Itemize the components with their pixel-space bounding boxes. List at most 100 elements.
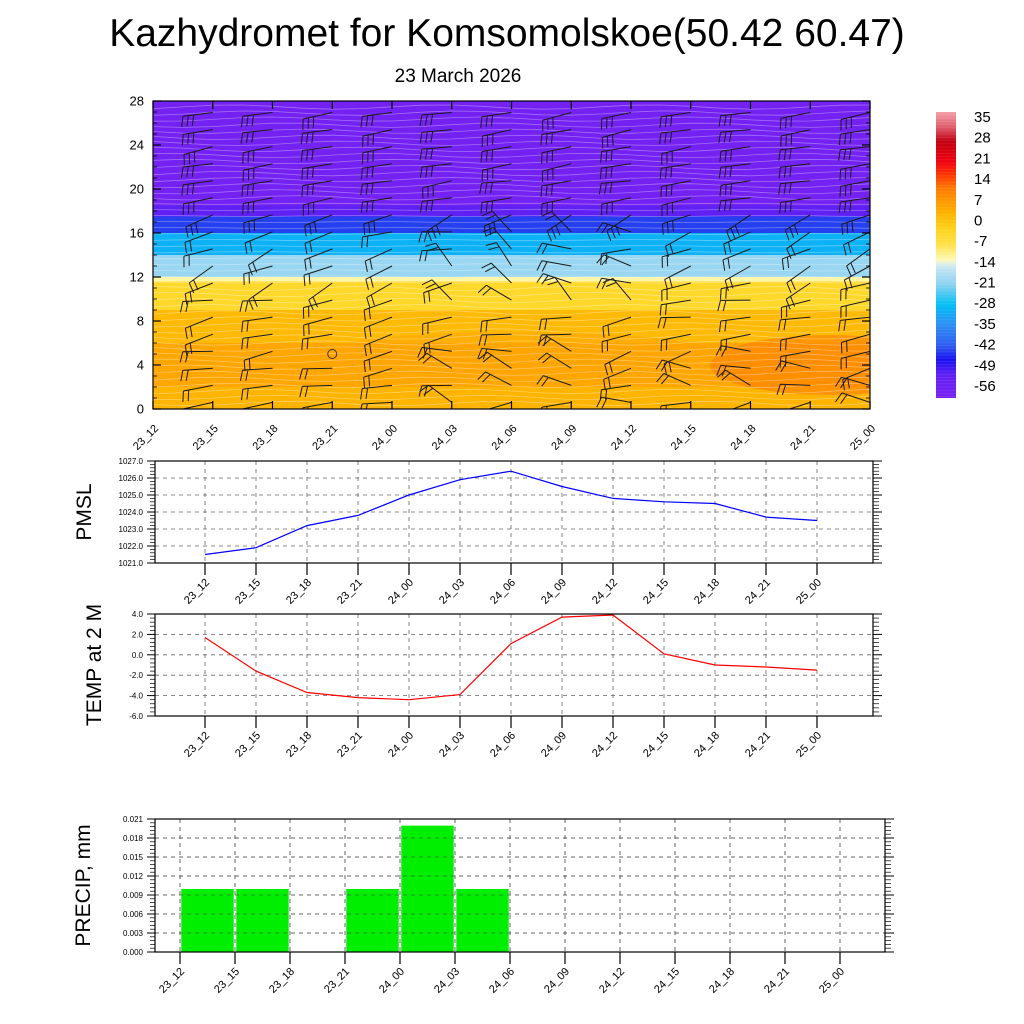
wind-barb [787, 401, 811, 409]
wind-barb [478, 333, 512, 346]
wind-barb [153, 248, 154, 250]
x-tick-label: 23_18 [284, 577, 314, 607]
contour-line [153, 257, 870, 260]
colorbar-label: -21 [974, 275, 996, 292]
contour-line [153, 202, 870, 205]
contour-line [153, 275, 870, 278]
x-tick-label: 24_12 [597, 966, 627, 996]
wind-barb [183, 401, 213, 409]
precip-bar [235, 888, 290, 953]
wind-barb [153, 334, 154, 335]
x-tick-label: 24_21 [743, 730, 773, 760]
wind-barb [421, 279, 453, 301]
colorbar-label: -35 [974, 316, 996, 333]
wind-barb [181, 129, 213, 146]
wind-barb [423, 333, 452, 356]
precip-panel: 0.000 0.003 0.006 0.009 0.012 0.015 0.018 0.021… [72, 815, 894, 996]
wind-barb [778, 180, 811, 195]
x-tick-label: 24_15 [641, 577, 671, 607]
contour-lines [153, 104, 870, 407]
wind-barb [480, 146, 512, 163]
x-tick-label: 25_00 [817, 966, 847, 996]
colorbar-label: -7 [974, 233, 987, 250]
wind-barb [182, 197, 213, 215]
x-tick-label: 23_18 [284, 730, 314, 760]
contour-line [153, 370, 870, 376]
wind-barb [247, 248, 273, 276]
wind-barb [544, 276, 572, 301]
wind-barb [726, 214, 751, 242]
x-tick-label: 24_00 [377, 966, 407, 996]
wind-barb [536, 242, 572, 255]
x-tick-label: 25_00 [794, 730, 824, 760]
y-tick-label: 1021.0 [119, 559, 144, 568]
wind-barb [179, 350, 213, 363]
precip-bar [400, 825, 455, 953]
y-tick-label: 1023.0 [119, 525, 144, 534]
wind-barb [600, 112, 632, 130]
y-tick-label: 1025.0 [119, 491, 144, 500]
wind-barb [779, 112, 811, 130]
x-tick-label: 24_15 [652, 966, 682, 996]
wind-barb [362, 129, 393, 148]
wind-barb [241, 180, 273, 197]
wind-barb [363, 316, 393, 339]
wind-barb [301, 163, 333, 180]
wind-barb [304, 214, 333, 237]
y-axis-title: PRECIP, mm [72, 824, 95, 946]
wind-barb [840, 282, 870, 301]
wind-barb [419, 163, 452, 178]
wind-barb [846, 248, 870, 277]
colorbar-label: -28 [974, 295, 996, 312]
wind-barb [422, 180, 452, 199]
wind-barb [778, 146, 811, 161]
wind-barb [784, 214, 811, 241]
contour-line [153, 220, 870, 224]
wind-barb [188, 265, 214, 294]
x-tick-label: 24_03 [432, 966, 462, 996]
wind-barb [480, 112, 512, 128]
contour-line [153, 110, 870, 116]
wind-barb [601, 197, 632, 216]
wind-barb [541, 146, 572, 164]
wind-barb [362, 146, 393, 164]
contour-line [153, 239, 870, 242]
contour-line [153, 263, 870, 266]
y-tick-label: 0 [137, 402, 144, 417]
y-tick-label: 0.012 [123, 872, 144, 881]
wind-barb [842, 367, 870, 391]
y-axis-title: TEMP at 2 M [83, 604, 106, 726]
wind-barb [536, 260, 572, 272]
x-tick-label: 23_12 [182, 730, 212, 760]
wind-barb [483, 214, 512, 237]
x-tick-label: 24_09 [539, 730, 569, 760]
wind-barb [598, 180, 632, 195]
wind-barb [841, 214, 870, 236]
y-tick-label: 0.006 [123, 910, 144, 919]
contour-line [153, 382, 870, 388]
x-tick-label: 24_09 [539, 577, 569, 607]
wind-barb [303, 265, 333, 287]
wind-barb [779, 350, 811, 368]
contour-line [153, 164, 870, 171]
wind-barb [599, 384, 632, 401]
wind-barb [839, 180, 870, 198]
pmsl-panel: 1021.0 1022.0 1023.0 1024.0 1025.0 1026.0 1027… [73, 457, 882, 607]
wind-barb [304, 231, 333, 255]
wind-barb [716, 364, 751, 377]
wind-barb [838, 146, 870, 161]
x-tick-label: 25_00 [848, 423, 878, 453]
wind-barb [153, 112, 154, 114]
x-tick-label: 24_18 [692, 730, 722, 760]
wind-barb [308, 282, 333, 311]
contour-line [153, 292, 870, 298]
wind-barb [602, 316, 632, 338]
x-tick-label: 24_12 [609, 423, 639, 453]
wind-barbs [153, 112, 870, 409]
wind-barb [184, 231, 213, 254]
colorbar-gradient-bar [936, 112, 956, 398]
y-tick-label: 16 [130, 226, 144, 241]
wind-barb [242, 197, 273, 215]
wind-barb [719, 316, 751, 333]
